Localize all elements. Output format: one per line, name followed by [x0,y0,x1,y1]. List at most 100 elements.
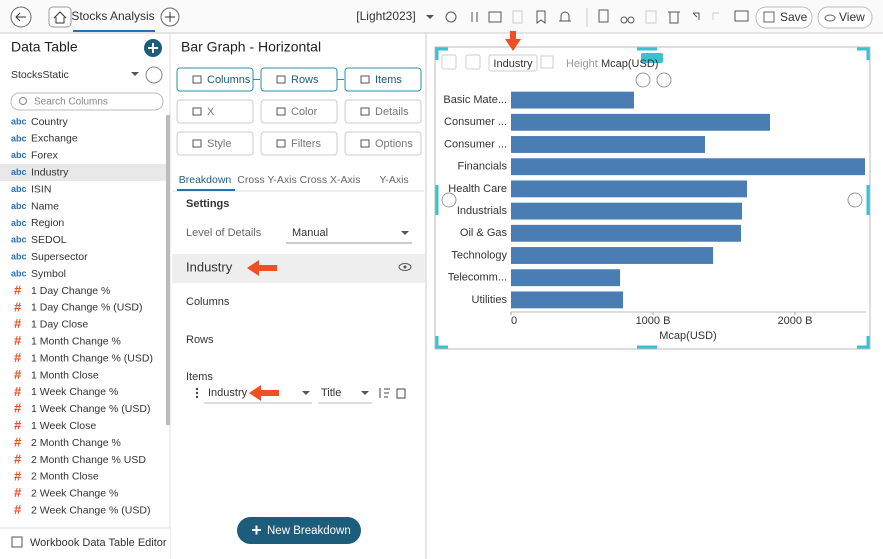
item-chip[interactable] [488,54,538,72]
column-type: abc [11,268,27,278]
home-button[interactable] [48,6,72,28]
column-type: abc [11,133,27,143]
column-name[interactable]: 1 Month Close [31,369,99,381]
search-box[interactable] [10,92,164,111]
column-name[interactable]: Industry [31,166,69,178]
item-name[interactable]: Industry [208,387,248,399]
selected-row [0,164,166,181]
back-icon [15,12,26,22]
column-name[interactable]: 2 Month Change % [31,437,121,449]
bar[interactable] [511,91,634,109]
editor-button[interactable] [176,131,254,156]
data-source[interactable]: StocksStatic [11,69,69,81]
y-tick-label: Consumer ... [444,138,507,150]
theme[interactable]: [Light2023] [356,9,415,23]
scrollbar [166,115,170,425]
resize-handle[interactable] [847,192,863,208]
bar[interactable] [511,269,621,287]
y-tick-label: Telecomm... [448,272,507,284]
height-value[interactable]: Mcap(USD) [601,58,658,70]
column-name[interactable]: 1 Month Change % (USD) [31,352,153,364]
y-tick-label: Utilities [472,294,508,306]
resize-handle[interactable] [635,72,651,88]
column-name[interactable]: SEDOL [31,234,67,246]
editor-button[interactable] [344,131,422,156]
editor-button[interactable] [260,99,338,124]
scatter-icon[interactable] [540,55,554,69]
column-type: # [14,316,22,331]
y-tick-label: Health Care [448,183,507,195]
bar[interactable] [511,113,771,131]
new-breakdown-button[interactable] [237,517,361,544]
button-icon [192,75,202,84]
column-type: abc [11,252,27,262]
chart-frame [434,46,871,350]
tab[interactable]: Stocks Analysis [71,9,154,23]
items-label: Items [186,371,213,383]
level-value[interactable]: Manual [292,227,328,239]
editor-button[interactable] [344,67,422,92]
data-table-title: Data Table [11,39,78,55]
breakdown-row[interactable] [172,254,425,283]
column-name[interactable]: 1 Week Change % (USD) [31,403,150,415]
expand-button[interactable] [656,72,672,88]
column-name[interactable]: Name [31,200,59,212]
editor-button[interactable] [344,99,422,124]
bar[interactable] [511,202,743,220]
tab[interactable]: Cross Y-Axis [237,174,297,186]
column-name[interactable]: 2 Week Change % (USD) [31,504,150,516]
column-name[interactable]: ISIN [31,183,51,195]
column-name[interactable]: 1 Day Change % (USD) [31,302,142,314]
button-icon [276,107,286,116]
bar[interactable] [511,224,742,242]
column-name[interactable]: Symbol [31,268,66,280]
y-tick-label: Oil & Gas [460,227,508,239]
tab[interactable]: Cross X-Axis [300,174,361,186]
bar[interactable] [511,247,714,264]
column-name[interactable]: 1 Day Close [31,319,88,331]
footer-label[interactable]: Workbook Data Table Editor [30,537,167,549]
column-name[interactable]: Country [31,116,69,128]
resize-handle[interactable] [441,192,457,208]
tab[interactable]: Y-Axis [379,174,408,186]
sort-button[interactable] [465,54,481,70]
column-type: # [14,333,22,348]
editor-button[interactable] [260,131,338,156]
button-icon [276,139,286,148]
bar[interactable] [511,158,866,176]
bar[interactable] [511,180,748,198]
column-type: abc [11,150,27,160]
new-breakdown-label: New Breakdown [267,525,351,537]
eye-icon[interactable] [398,263,412,271]
swap-button[interactable] [441,54,457,70]
delete-icon[interactable] [396,388,406,399]
column-name[interactable]: 1 Month Change % [31,335,121,347]
column-name[interactable]: 2 Month Change % USD [31,454,146,466]
search-icon [19,97,27,105]
column-type: abc [11,184,27,194]
column-name[interactable]: Forex [31,150,59,162]
column-name[interactable]: 2 Week Change % [31,488,118,500]
view-button[interactable] [817,6,873,29]
column-name[interactable]: 1 Day Change % [31,285,110,297]
column-name[interactable]: 2 Month Close [31,471,99,483]
tab[interactable]: Breakdown [179,174,232,186]
edit-source[interactable] [145,66,163,84]
column-name[interactable]: Supersector [31,251,88,263]
eye-pupil [403,265,407,269]
column-name[interactable]: 1 Week Change % [31,386,118,398]
bar[interactable] [511,291,624,309]
editor-button[interactable] [176,99,254,124]
sort-icon[interactable] [379,388,390,398]
column-name[interactable]: Exchange [31,133,78,145]
height-label: Height [566,58,598,70]
column-name[interactable]: 1 Week Close [31,420,96,432]
add-icon [165,12,175,22]
column-name[interactable]: Region [31,217,64,229]
drag-handle[interactable] [641,53,663,63]
x-tick-label: 0 [511,315,517,327]
bar[interactable] [511,136,705,153]
button-icon [360,75,370,84]
item-option[interactable]: Title [321,387,341,399]
